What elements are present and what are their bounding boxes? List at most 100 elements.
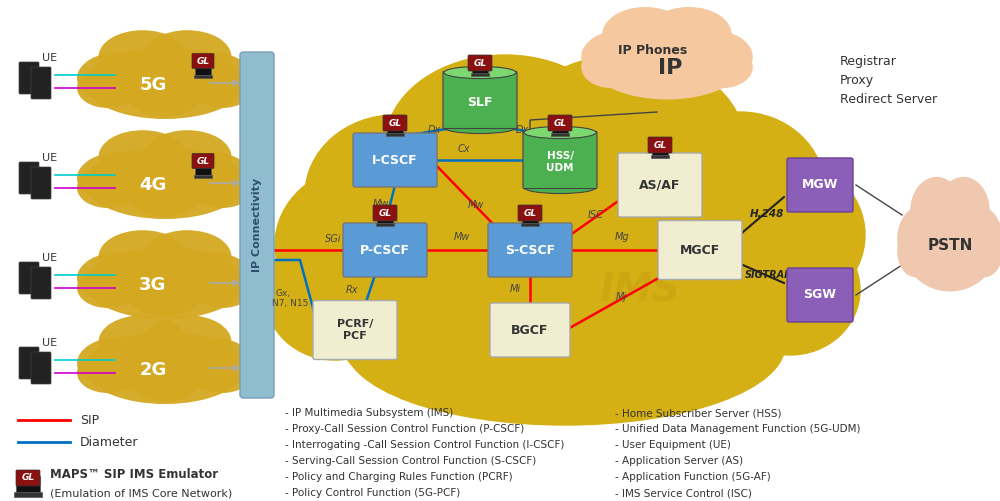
FancyBboxPatch shape bbox=[552, 122, 568, 133]
FancyBboxPatch shape bbox=[195, 64, 211, 75]
Ellipse shape bbox=[897, 205, 950, 273]
Text: I-CSCF: I-CSCF bbox=[372, 153, 418, 166]
FancyBboxPatch shape bbox=[16, 470, 40, 486]
Text: Mi: Mi bbox=[510, 284, 521, 294]
Text: Mw: Mw bbox=[468, 200, 484, 210]
Ellipse shape bbox=[77, 252, 165, 305]
Ellipse shape bbox=[950, 205, 1000, 273]
Ellipse shape bbox=[143, 30, 231, 83]
Ellipse shape bbox=[897, 225, 934, 277]
Ellipse shape bbox=[524, 181, 596, 193]
FancyBboxPatch shape bbox=[16, 476, 40, 492]
FancyBboxPatch shape bbox=[468, 55, 492, 71]
Ellipse shape bbox=[192, 168, 253, 208]
Text: SLF: SLF bbox=[467, 96, 493, 109]
Ellipse shape bbox=[99, 315, 187, 368]
FancyBboxPatch shape bbox=[383, 115, 407, 131]
FancyBboxPatch shape bbox=[195, 164, 211, 175]
FancyBboxPatch shape bbox=[490, 303, 570, 357]
Text: Gx,: Gx, bbox=[275, 289, 290, 298]
Text: Mj: Mj bbox=[616, 292, 627, 302]
Ellipse shape bbox=[265, 230, 405, 360]
FancyBboxPatch shape bbox=[471, 73, 489, 76]
Ellipse shape bbox=[99, 30, 187, 83]
Text: - Application Server (AS): - Application Server (AS) bbox=[615, 456, 743, 466]
Text: SIP: SIP bbox=[80, 413, 99, 426]
Ellipse shape bbox=[143, 315, 231, 368]
Ellipse shape bbox=[667, 30, 753, 85]
FancyBboxPatch shape bbox=[523, 131, 597, 188]
Ellipse shape bbox=[345, 265, 785, 425]
Text: MGW: MGW bbox=[802, 178, 838, 191]
FancyBboxPatch shape bbox=[192, 153, 214, 168]
Text: - Application Function (5G-AF): - Application Function (5G-AF) bbox=[615, 472, 771, 482]
FancyBboxPatch shape bbox=[387, 122, 403, 133]
Ellipse shape bbox=[565, 135, 825, 335]
Text: Cx: Cx bbox=[458, 144, 471, 154]
Ellipse shape bbox=[275, 165, 455, 325]
FancyBboxPatch shape bbox=[353, 133, 437, 187]
Ellipse shape bbox=[143, 130, 231, 183]
Text: - IMS Service Control (ISC): - IMS Service Control (ISC) bbox=[615, 488, 752, 498]
FancyBboxPatch shape bbox=[443, 72, 517, 128]
FancyBboxPatch shape bbox=[648, 137, 672, 153]
Ellipse shape bbox=[77, 168, 138, 208]
Text: 4G: 4G bbox=[139, 176, 167, 194]
Ellipse shape bbox=[937, 177, 990, 245]
Text: IP: IP bbox=[658, 58, 682, 78]
Ellipse shape bbox=[77, 268, 138, 308]
Text: SIGTRAN: SIGTRAN bbox=[745, 270, 793, 280]
Text: UE: UE bbox=[42, 153, 58, 163]
Ellipse shape bbox=[581, 30, 667, 85]
Ellipse shape bbox=[305, 135, 565, 335]
Text: Mw: Mw bbox=[454, 232, 470, 242]
Ellipse shape bbox=[77, 68, 138, 108]
Ellipse shape bbox=[444, 67, 516, 79]
Ellipse shape bbox=[85, 147, 245, 219]
FancyBboxPatch shape bbox=[376, 223, 394, 226]
FancyBboxPatch shape bbox=[618, 153, 702, 217]
Text: GL: GL bbox=[553, 119, 567, 127]
Ellipse shape bbox=[589, 25, 745, 100]
Ellipse shape bbox=[720, 225, 860, 355]
Ellipse shape bbox=[143, 230, 231, 283]
Ellipse shape bbox=[910, 177, 963, 245]
FancyBboxPatch shape bbox=[518, 205, 542, 221]
Ellipse shape bbox=[655, 112, 825, 268]
Text: IP Phones: IP Phones bbox=[618, 44, 688, 57]
Text: UE: UE bbox=[42, 253, 58, 263]
Text: GL: GL bbox=[653, 140, 667, 149]
Text: - User Equipment (UE): - User Equipment (UE) bbox=[615, 440, 731, 450]
Ellipse shape bbox=[192, 353, 253, 393]
Ellipse shape bbox=[99, 230, 187, 283]
Text: 5G: 5G bbox=[139, 76, 167, 94]
Text: BGCF: BGCF bbox=[511, 324, 549, 337]
Text: GL: GL bbox=[196, 156, 210, 165]
Text: - Unified Data Management Function (5G-UDM): - Unified Data Management Function (5G-U… bbox=[615, 424, 860, 434]
Ellipse shape bbox=[565, 250, 785, 400]
Text: P-CSCF: P-CSCF bbox=[360, 243, 410, 257]
Ellipse shape bbox=[694, 46, 753, 88]
Ellipse shape bbox=[85, 47, 245, 119]
Ellipse shape bbox=[524, 126, 596, 139]
Ellipse shape bbox=[928, 232, 972, 289]
Text: HSS/
UDM: HSS/ UDM bbox=[546, 151, 574, 173]
Text: AS/AF: AS/AF bbox=[639, 178, 681, 191]
Text: PSTN: PSTN bbox=[927, 237, 973, 253]
Text: IP Connectivity: IP Connectivity bbox=[252, 178, 262, 272]
Text: Mw: Mw bbox=[373, 199, 389, 209]
Text: UE: UE bbox=[42, 53, 58, 63]
Text: - Policy and Charging Rules Function (PCRF): - Policy and Charging Rules Function (PC… bbox=[285, 472, 513, 482]
Ellipse shape bbox=[165, 252, 253, 305]
Text: GL: GL bbox=[388, 119, 402, 127]
FancyBboxPatch shape bbox=[194, 175, 212, 178]
Text: - Proxy-Call Session Control Function (P-CSCF): - Proxy-Call Session Control Function (P… bbox=[285, 424, 524, 434]
FancyBboxPatch shape bbox=[19, 347, 39, 379]
Ellipse shape bbox=[646, 7, 732, 62]
Ellipse shape bbox=[129, 274, 201, 317]
Text: UE: UE bbox=[42, 338, 58, 348]
FancyBboxPatch shape bbox=[31, 167, 51, 199]
Ellipse shape bbox=[85, 247, 245, 319]
Text: 3G: 3G bbox=[139, 276, 167, 294]
FancyBboxPatch shape bbox=[194, 75, 212, 78]
